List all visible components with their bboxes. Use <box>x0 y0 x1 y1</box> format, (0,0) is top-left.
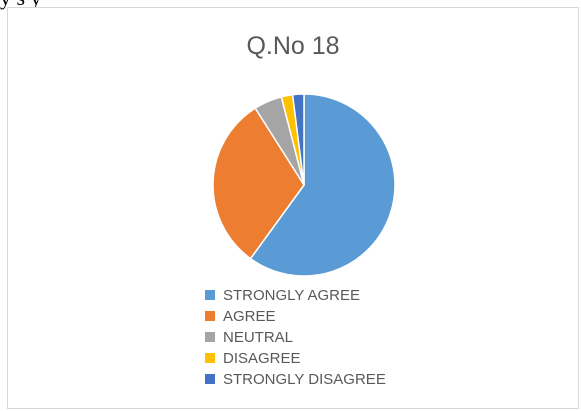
legend-item-agree: AGREE <box>205 306 386 326</box>
legend-label-strongly-disagree: STRONGLY DISAGREE <box>223 370 386 388</box>
legend-label-disagree: DISAGREE <box>223 349 301 367</box>
legend-item-strongly-disagree: STRONGLY DISAGREE <box>205 369 386 389</box>
chart-legend: STRONGLY AGREE AGREE NEUTRAL DISAGREE STRONG… <box>205 285 386 390</box>
legend-swatch-disagree <box>205 353 215 363</box>
cropped-top-text: y s y <box>0 0 42 11</box>
pie-slice-strongly-disagree <box>291 93 305 186</box>
chart-title: Q.No 18 <box>246 32 340 60</box>
pie-slice-agree <box>212 107 305 260</box>
legend-swatch-agree <box>205 311 215 321</box>
legend-label-agree: AGREE <box>223 307 276 325</box>
legend-swatch-neutral <box>205 332 215 342</box>
chart-area: Q.No 18 STRONGLY AGREE AGREE NEUTRAL DISAGR… <box>7 7 579 409</box>
pie-slice-strongly-agree <box>249 93 396 277</box>
legend-item-neutral: NEUTRAL <box>205 327 386 347</box>
legend-item-disagree: DISAGREE <box>205 348 386 368</box>
legend-item-strongly-agree: STRONGLY AGREE <box>205 285 386 305</box>
pie-chart <box>212 93 396 277</box>
legend-label-strongly-agree: STRONGLY AGREE <box>223 286 360 304</box>
legend-label-neutral: NEUTRAL <box>223 328 294 346</box>
legend-swatch-strongly-agree <box>205 290 215 300</box>
legend-swatch-strongly-disagree <box>205 374 215 384</box>
